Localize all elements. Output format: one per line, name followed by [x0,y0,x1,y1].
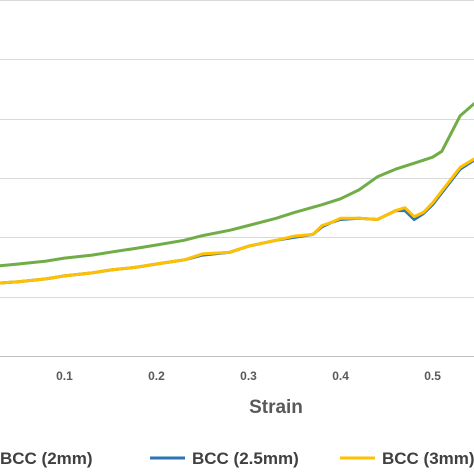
x-tick-label: 0.1 [56,369,73,383]
x-axis-title: Strain [249,397,303,418]
legend-label: BCC (2.5mm) [192,449,299,468]
x-axis: 0.1 0.2 0.3 0.4 0.5 [0,356,474,383]
series-line-1 [0,102,474,268]
legend: BCC (2mm) BCC (2.5mm) BCC (3mm) [0,449,474,468]
x-tick-label: 0.4 [332,369,349,383]
gridlines [0,0,474,298]
legend-label: BCC (2mm) [0,449,93,468]
series-lines [0,102,474,285]
x-tick-label: 0.5 [424,369,441,383]
x-tick-label: 0.3 [240,369,257,383]
series-line-3 [0,157,474,285]
x-tick-label: 0.2 [148,369,165,383]
legend-label: BCC (3mm) [382,449,474,468]
